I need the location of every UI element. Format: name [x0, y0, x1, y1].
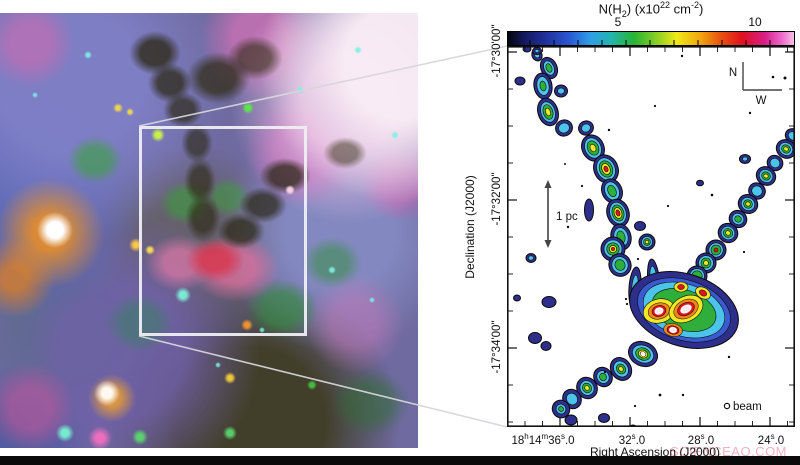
filament-blob — [554, 84, 568, 98]
x-tick-label: 32s.0 — [618, 432, 646, 447]
watermark: SCIENCEAQ.COM — [670, 444, 788, 459]
colorbar-title-part: ) — [699, 1, 704, 17]
zoom-inset-rectangle — [139, 126, 307, 336]
y-axis-title: Declination (J2000) — [463, 175, 477, 279]
filament-blob — [775, 139, 795, 159]
hub-core — [695, 286, 711, 300]
scale-bar-label: 1 pc — [556, 211, 578, 223]
isolated-clump — [739, 154, 751, 164]
nebula-rgb-image — [0, 13, 418, 448]
contour-map: N W 1 pc beam — [507, 46, 795, 427]
bottom-black-bar — [0, 456, 800, 465]
isolated-clump — [532, 47, 542, 55]
isolated-clump — [696, 179, 704, 187]
hub-core — [663, 323, 683, 337]
isolated-clump — [541, 296, 557, 308]
hub-core — [668, 294, 704, 324]
isolated-clump — [525, 253, 537, 263]
scale-bar: 1 pc — [544, 180, 578, 248]
colorbar-title: N(H2) (x1022 cm-2) — [501, 0, 800, 19]
hub-core — [673, 281, 689, 293]
filament-blob — [695, 252, 717, 274]
isolated-clump — [634, 221, 646, 231]
isolated-clump — [584, 198, 594, 222]
compass: N W — [729, 62, 782, 107]
colorbar-title-sup: -2 — [690, 0, 699, 10]
isolated-clump — [598, 413, 610, 423]
x-tick-label: 18h14m36s.0 — [511, 432, 575, 447]
beam-label: beam — [733, 401, 762, 413]
filament-blob — [533, 72, 553, 100]
filament-blob — [537, 97, 559, 127]
colorbar-title-sub: 2 — [621, 8, 627, 19]
x-tick-label: 24s.0 — [757, 432, 785, 447]
plot-frame — [507, 46, 795, 427]
isolated-clump — [540, 341, 552, 351]
point-source-dots — [564, 54, 787, 408]
filament-blob — [728, 209, 748, 229]
isolated-clump — [513, 294, 521, 302]
x-tick-label: 28s.0 — [687, 432, 715, 447]
filament-blob — [766, 154, 784, 172]
hub-core — [642, 298, 676, 324]
filament-blob — [609, 357, 633, 381]
filament-blob — [755, 166, 777, 186]
filament-blob — [564, 414, 578, 426]
beam-circle-icon — [723, 402, 731, 410]
colorbar-title-sup: 22 — [660, 0, 671, 10]
colorbar-title-part: ) (x10 — [626, 1, 661, 17]
y-tick-label: -17°30'00" — [491, 24, 503, 78]
compass-n-label: N — [729, 67, 737, 79]
colorbar-ticks — [529, 40, 771, 45]
filament-blob — [593, 366, 613, 388]
filament-blob — [638, 233, 656, 251]
y-tick-label: -17°32'00" — [491, 172, 503, 226]
colorbar-title-part: N(H — [598, 1, 622, 17]
colorbar — [507, 31, 795, 46]
filament-blob — [551, 399, 571, 419]
filament-blob — [737, 194, 759, 214]
x-axis-title: Right Ascension (J2000) — [589, 445, 721, 459]
y-tick-label: -17°34'00" — [491, 320, 503, 374]
filament-blob — [578, 120, 594, 136]
filament-blob — [608, 253, 632, 277]
filament-blob — [555, 119, 573, 137]
colorbar-title-part: cm — [670, 1, 691, 17]
filament-blob — [627, 340, 659, 368]
isolated-clump — [528, 332, 542, 344]
filament-blob — [606, 198, 630, 228]
isolated-clump — [514, 76, 526, 86]
compass-w-label: W — [756, 95, 767, 107]
filament-blob — [593, 154, 619, 184]
beam-indicator: beam — [723, 401, 762, 413]
colorbar-tick-5: 5 — [614, 15, 622, 29]
filament-blob — [581, 134, 605, 162]
filament-blob — [717, 222, 739, 244]
colorbar-tick-10: 10 — [748, 15, 762, 29]
